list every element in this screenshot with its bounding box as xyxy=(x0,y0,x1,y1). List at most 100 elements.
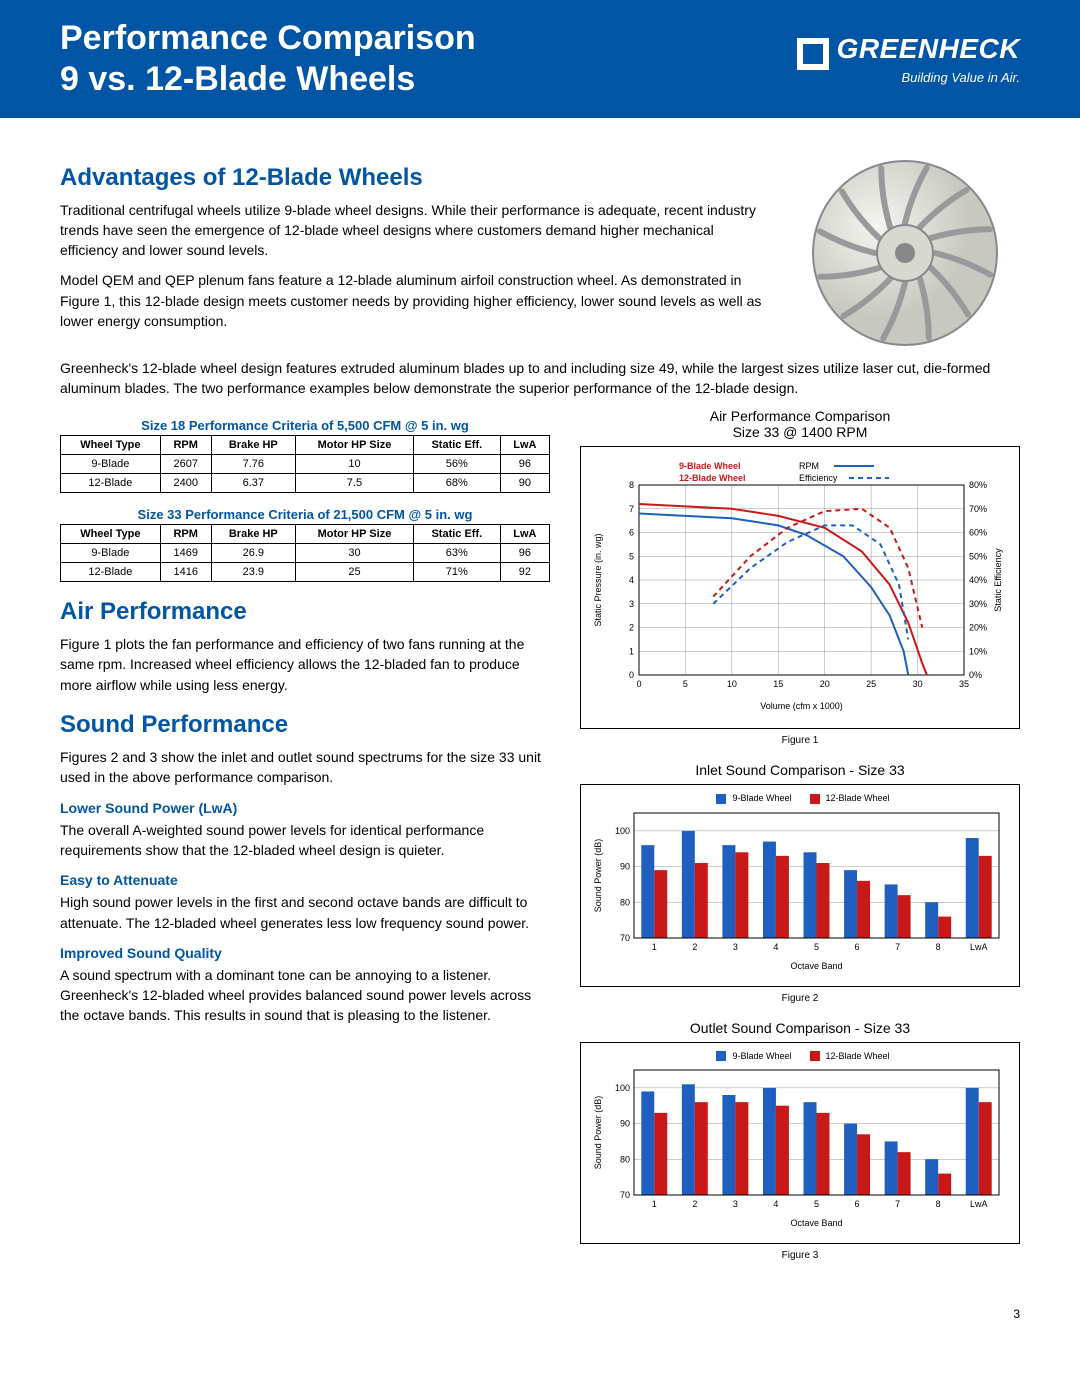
svg-text:30: 30 xyxy=(913,679,923,689)
svg-text:1: 1 xyxy=(629,646,634,656)
svg-text:90: 90 xyxy=(620,861,630,871)
page-header: Performance Comparison 9 vs. 12-Blade Wh… xyxy=(0,0,1080,118)
svg-text:90: 90 xyxy=(620,1119,630,1129)
brand-logo: GREENHECK Building Value in Air. xyxy=(797,33,1020,85)
svg-text:2: 2 xyxy=(692,942,697,952)
chart2-title: Inlet Sound Comparison - Size 33 xyxy=(580,762,1020,778)
table-header: LwA xyxy=(500,525,549,544)
svg-text:1: 1 xyxy=(652,942,657,952)
svg-text:80: 80 xyxy=(620,1155,630,1165)
figure2-caption: Figure 2 xyxy=(580,993,1020,1004)
svg-text:60%: 60% xyxy=(969,528,987,538)
svg-text:2: 2 xyxy=(629,623,634,633)
figure1-caption: Figure 1 xyxy=(580,735,1020,746)
advantages-heading: Advantages of 12-Blade Wheels xyxy=(60,164,770,192)
svg-text:3: 3 xyxy=(733,942,738,952)
table-header: Brake HP xyxy=(211,525,295,544)
table-header: Wheel Type xyxy=(61,436,161,455)
svg-text:LwA: LwA xyxy=(970,1199,988,1209)
figure3-caption: Figure 3 xyxy=(580,1250,1020,1261)
svg-text:8: 8 xyxy=(936,942,941,952)
svg-text:40%: 40% xyxy=(969,575,987,585)
svg-text:Sound Power (dB): Sound Power (dB) xyxy=(593,839,603,913)
sub-improved-quality: Improved Sound Quality xyxy=(60,945,550,961)
svg-text:20%: 20% xyxy=(969,623,987,633)
svg-text:6: 6 xyxy=(855,1199,860,1209)
svg-text:80: 80 xyxy=(620,897,630,907)
svg-text:Efficiency: Efficiency xyxy=(799,473,838,483)
sound-perf-heading: Sound Performance xyxy=(60,711,550,739)
svg-text:70%: 70% xyxy=(969,504,987,514)
svg-text:0: 0 xyxy=(636,679,641,689)
sub-easy-attenuate: Easy to Attenuate xyxy=(60,872,550,888)
page-number: 3 xyxy=(0,1307,1080,1341)
svg-text:7: 7 xyxy=(895,1199,900,1209)
table-header: RPM xyxy=(160,525,211,544)
header-title: Performance Comparison 9 vs. 12-Blade Wh… xyxy=(60,18,476,100)
sub-lower-sound: Lower Sound Power (LwA) xyxy=(60,800,550,816)
svg-text:4: 4 xyxy=(773,1199,778,1209)
svg-text:30%: 30% xyxy=(969,599,987,609)
table1-title: Size 18 Performance Criteria of 5,500 CF… xyxy=(60,418,550,433)
sub-lower-sound-p: The overall A-weighted sound power level… xyxy=(60,820,550,861)
title-line-1: Performance Comparison xyxy=(60,18,476,59)
svg-text:Volume (cfm x 1000): Volume (cfm x 1000) xyxy=(760,701,843,711)
table-row: 12-Blade141623.92571%92 xyxy=(61,563,550,582)
svg-text:7: 7 xyxy=(895,942,900,952)
svg-text:25: 25 xyxy=(866,679,876,689)
svg-text:15: 15 xyxy=(773,679,783,689)
sub-easy-attenuate-p: High sound power levels in the first and… xyxy=(60,892,550,933)
wheel-product-image xyxy=(790,148,1020,358)
svg-text:70: 70 xyxy=(620,1190,630,1200)
svg-text:Octave Band: Octave Band xyxy=(790,961,842,971)
air-performance-chart: 0510152025303500%110%220%330%440%550%660… xyxy=(580,446,1020,729)
table-header: Static Eff. xyxy=(413,525,500,544)
svg-text:100: 100 xyxy=(615,1083,630,1093)
svg-text:8: 8 xyxy=(936,1199,941,1209)
table-row: 9-Blade26077.761056%96 xyxy=(61,455,550,474)
advantages-p2: Model QEM and QEP plenum fans feature a … xyxy=(60,270,770,331)
table2-title: Size 33 Performance Criteria of 21,500 C… xyxy=(60,507,550,522)
svg-text:2: 2 xyxy=(692,1199,697,1209)
svg-text:5: 5 xyxy=(814,1199,819,1209)
greenheck-logo-icon xyxy=(797,38,829,70)
air-perf-heading: Air Performance xyxy=(60,598,550,626)
table-header: LwA xyxy=(500,436,549,455)
table-header: Motor HP Size xyxy=(295,525,413,544)
page-content: Advantages of 12-Blade Wheels Traditiona… xyxy=(0,118,1080,1308)
svg-text:8: 8 xyxy=(629,480,634,490)
svg-text:7: 7 xyxy=(629,504,634,514)
svg-text:4: 4 xyxy=(773,942,778,952)
inlet-sound-chart: 9-Blade Wheel12-Blade Wheel 708090100123… xyxy=(580,784,1020,987)
svg-text:Static Pressure (in. wg): Static Pressure (in. wg) xyxy=(593,534,603,627)
svg-text:Static Efficiency: Static Efficiency xyxy=(993,548,1003,612)
performance-table-2: Wheel TypeRPMBrake HPMotor HP SizeStatic… xyxy=(60,524,550,582)
svg-text:9-Blade Wheel: 9-Blade Wheel xyxy=(679,461,741,471)
table-header: RPM xyxy=(160,436,211,455)
svg-text:4: 4 xyxy=(629,575,634,585)
svg-text:10: 10 xyxy=(727,679,737,689)
table-header: Brake HP xyxy=(211,436,295,455)
svg-text:3: 3 xyxy=(733,1199,738,1209)
svg-text:6: 6 xyxy=(629,528,634,538)
sub-improved-quality-p: A sound spectrum with a dominant tone ca… xyxy=(60,965,550,1026)
svg-text:50%: 50% xyxy=(969,551,987,561)
svg-text:Sound Power (dB): Sound Power (dB) xyxy=(593,1096,603,1170)
chart3-title: Outlet Sound Comparison - Size 33 xyxy=(580,1020,1020,1036)
svg-text:6: 6 xyxy=(855,942,860,952)
svg-text:35: 35 xyxy=(959,679,969,689)
svg-text:3: 3 xyxy=(629,599,634,609)
chart1-title: Air Performance ComparisonSize 33 @ 1400… xyxy=(580,408,1020,440)
performance-table-1: Wheel TypeRPMBrake HPMotor HP SizeStatic… xyxy=(60,435,550,493)
sound-perf-p: Figures 2 and 3 show the inlet and outle… xyxy=(60,747,550,788)
outlet-sound-chart: 9-Blade Wheel12-Blade Wheel 708090100123… xyxy=(580,1042,1020,1245)
svg-text:70: 70 xyxy=(620,933,630,943)
svg-text:5: 5 xyxy=(683,679,688,689)
brand-tagline: Building Value in Air. xyxy=(797,70,1020,85)
svg-text:5: 5 xyxy=(629,551,634,561)
svg-text:5: 5 xyxy=(814,942,819,952)
table-header: Wheel Type xyxy=(61,525,161,544)
svg-text:100: 100 xyxy=(615,826,630,836)
svg-text:0%: 0% xyxy=(969,670,982,680)
svg-text:Octave Band: Octave Band xyxy=(790,1218,842,1228)
